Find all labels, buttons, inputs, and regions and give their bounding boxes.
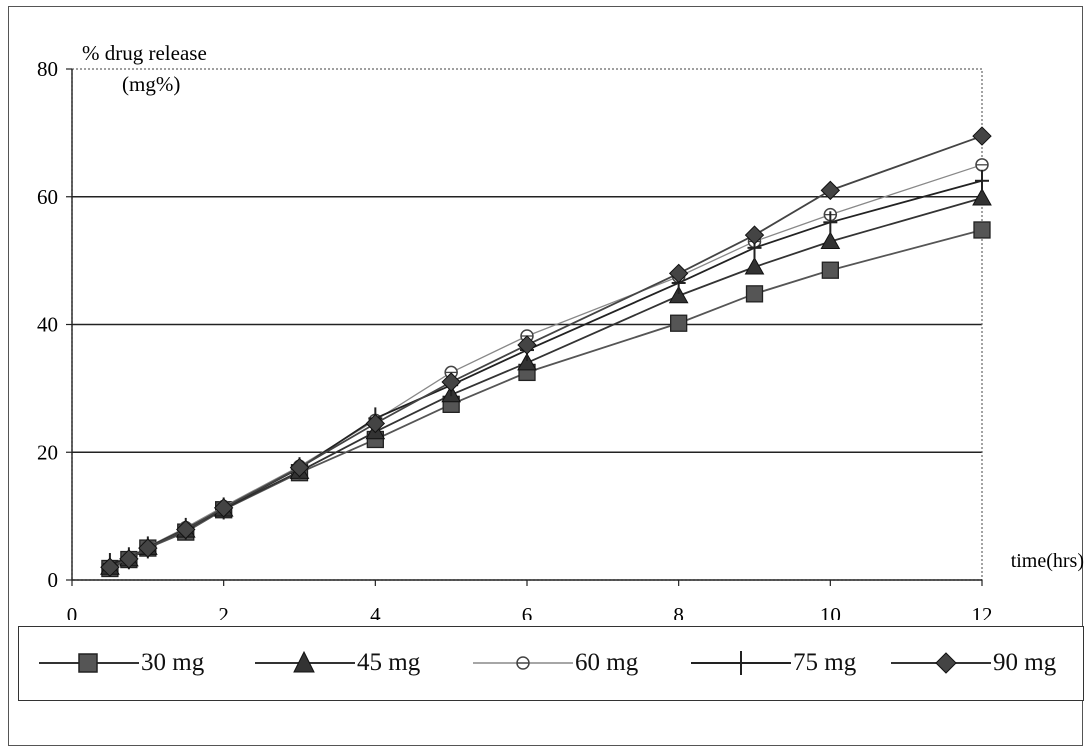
gridlines bbox=[72, 196, 982, 453]
figure-frame bbox=[8, 6, 1083, 746]
y-axis-label: % drug release bbox=[82, 41, 207, 65]
plus-marker-icon bbox=[691, 651, 791, 675]
data-point bbox=[972, 188, 992, 206]
x-tick-label: 10 bbox=[820, 603, 841, 620]
legend-item-60mg: 60 mg bbox=[473, 645, 638, 681]
series-line bbox=[109, 135, 983, 569]
diamond-marker-icon bbox=[891, 652, 991, 674]
data-point bbox=[213, 498, 234, 518]
x-tick-label: 12 bbox=[972, 603, 993, 620]
y-tick-label: 80 bbox=[37, 57, 58, 81]
data-point bbox=[517, 352, 537, 371]
data-point bbox=[744, 225, 765, 245]
x-tick-label: 6 bbox=[522, 603, 533, 620]
legend-label: 75 mg bbox=[793, 649, 857, 676]
legend-label: 30 mg bbox=[141, 649, 205, 676]
data-point bbox=[365, 413, 386, 434]
data-point bbox=[973, 221, 991, 239]
data-point bbox=[119, 549, 139, 569]
data-series bbox=[100, 126, 992, 578]
line-chart: 0 20 40 60 80 0 2 4 6 8 10 12 % drug release (mg%) … bbox=[37, 41, 1084, 620]
circle-marker-icon bbox=[473, 656, 573, 670]
data-point bbox=[821, 261, 839, 279]
data-point bbox=[668, 263, 689, 284]
legend-item-30mg: 30 mg bbox=[39, 645, 204, 681]
x-axis-label: time(hrs) bbox=[1011, 550, 1084, 572]
legend-label: 45 mg bbox=[357, 649, 421, 676]
y-tick-label: 20 bbox=[37, 440, 58, 464]
square-marker-icon bbox=[39, 653, 139, 673]
triangle-marker-icon bbox=[255, 650, 355, 673]
data-point bbox=[176, 519, 196, 540]
data-point bbox=[820, 180, 841, 201]
y-tick-label: 40 bbox=[37, 313, 58, 337]
y-axis-unit-label: (mg%) bbox=[122, 72, 180, 96]
data-point bbox=[745, 285, 764, 303]
legend-item-75mg: 75 mg bbox=[691, 645, 856, 681]
legend-label: 90 mg bbox=[993, 649, 1057, 676]
data-point bbox=[744, 256, 765, 275]
axis-labels: % drug release (mg%) time(hrs) bbox=[82, 41, 1084, 572]
x-tick-label: 0 bbox=[67, 603, 78, 620]
series-line bbox=[109, 197, 983, 569]
series-75-mg bbox=[102, 169, 989, 576]
legend-item-45mg: 45 mg bbox=[255, 645, 420, 681]
x-tick-label: 2 bbox=[218, 603, 229, 620]
y-tick-label: 0 bbox=[48, 568, 59, 592]
data-point bbox=[289, 457, 310, 478]
legend: 30 mg 45 mg 60 mg 75 mg bbox=[18, 626, 1084, 701]
data-point bbox=[517, 335, 537, 355]
series-line bbox=[109, 229, 983, 570]
data-point bbox=[668, 285, 689, 304]
axes: 0 20 40 60 80 0 2 4 6 8 10 12 bbox=[37, 57, 993, 620]
data-point bbox=[100, 557, 120, 577]
data-point bbox=[972, 126, 992, 146]
series-30-mg bbox=[101, 221, 991, 578]
data-point bbox=[441, 372, 461, 392]
x-tick-label: 4 bbox=[370, 603, 381, 620]
legend-label: 60 mg bbox=[575, 649, 639, 676]
data-point bbox=[138, 538, 158, 558]
series-line bbox=[109, 179, 983, 565]
y-tick-label: 60 bbox=[37, 185, 58, 209]
series-90-mg bbox=[100, 126, 992, 577]
data-point bbox=[820, 231, 841, 249]
series-45-mg bbox=[100, 188, 992, 575]
legend-item-90mg: 90 mg bbox=[891, 645, 1056, 681]
data-point bbox=[670, 314, 688, 332]
x-tick-label: 8 bbox=[673, 603, 684, 620]
